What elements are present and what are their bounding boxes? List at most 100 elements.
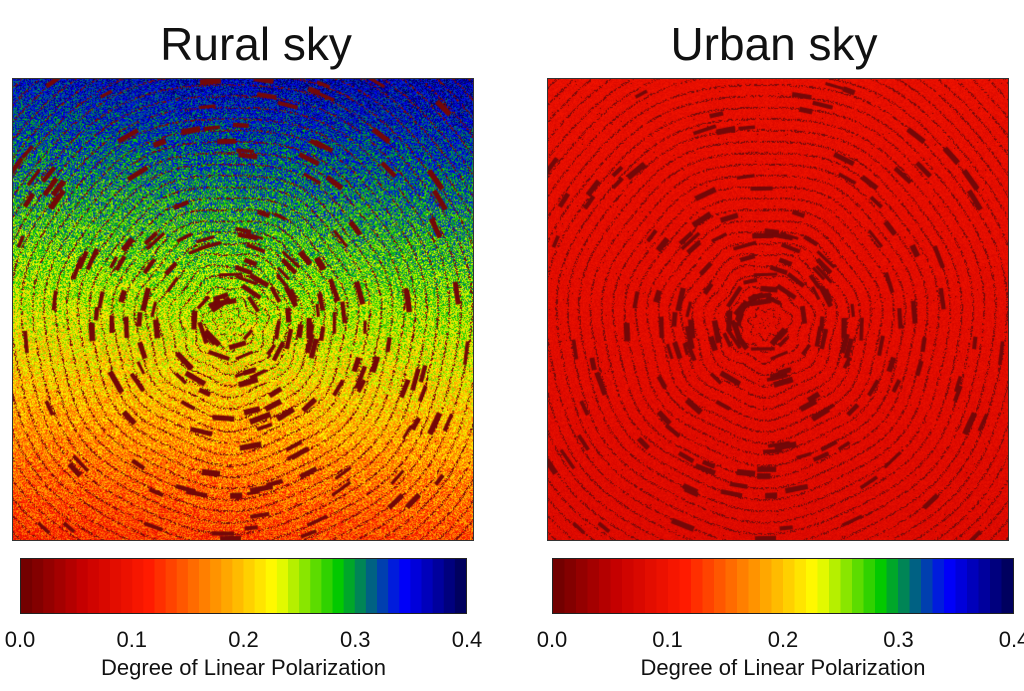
colorbar-band (553, 559, 566, 613)
colorbar-band (794, 559, 807, 613)
colorbar-band (783, 559, 796, 613)
colorbar-band (760, 559, 773, 613)
urban-sky-heatmap-canvas (548, 79, 1008, 540)
colorbar-band (829, 559, 842, 613)
urban-tick-2: 0.2 (767, 627, 799, 652)
colorbar-band (443, 559, 456, 613)
colorbar-band (343, 559, 356, 613)
colorbar-band (454, 559, 466, 613)
colorbar-band (43, 559, 55, 613)
urban-tick-0: 0.0 (536, 627, 568, 652)
rural-tick-3: 0.3 (339, 627, 371, 652)
colorbar-band (840, 559, 853, 613)
colorbar-band (852, 559, 865, 613)
colorbar-band (875, 559, 888, 613)
colorbar-band (599, 559, 612, 613)
colorbar-band (154, 559, 167, 613)
colorbar-band (691, 559, 704, 613)
colorbar-band (967, 559, 980, 613)
colorbar-band (886, 559, 899, 613)
colorbar-band (187, 559, 200, 613)
colorbar-band (321, 559, 334, 613)
urban-tick-1: 0.1 (652, 627, 683, 652)
colorbar-band (702, 559, 715, 613)
colorbar-band (714, 559, 727, 613)
colorbar-band (199, 559, 211, 613)
colorbar-band (610, 559, 623, 613)
colorbar-band (276, 559, 289, 613)
colorbar-band (121, 559, 133, 613)
colorbar-band (564, 559, 577, 613)
colorbar-band (54, 559, 67, 613)
colorbar-band (645, 559, 658, 613)
rural-sky-title: Rural sky (160, 18, 352, 70)
rural-tick-2: 0.2 (228, 627, 259, 652)
rural-colorbar-label: Degree of Linear Polarization (101, 655, 386, 680)
colorbar-band (978, 559, 991, 613)
colorbar-band (410, 559, 423, 613)
colorbar-band (679, 559, 692, 613)
colorbar-band (288, 559, 300, 613)
colorbar-band (932, 559, 945, 613)
colorbar-band (76, 559, 89, 613)
rural-colorbar-ticks: 0.0 0.1 0.2 0.3 0.4 (5, 627, 483, 652)
rural-sky-polarization-map (12, 78, 474, 541)
colorbar-band (817, 559, 830, 613)
colorbar-band (232, 559, 245, 613)
colorbar-band (656, 559, 669, 613)
colorbar-band (944, 559, 957, 613)
colorbar-band (21, 559, 33, 613)
urban-sky-panel: Urban sky 0.0 0.1 0.2 0.3 0.4 Degree of … (512, 0, 1024, 691)
colorbar-band (863, 559, 876, 613)
colorbar-band (221, 559, 233, 613)
colorbar-band (165, 559, 178, 613)
urban-colorbar-label: Degree of Linear Polarization (640, 655, 926, 680)
colorbar-band (921, 559, 934, 613)
colorbar-band (399, 559, 411, 613)
colorbar-band (990, 559, 1003, 613)
colorbar-band (243, 559, 256, 613)
colorbar-band (633, 559, 646, 613)
urban-sky-polarization-map (547, 78, 1009, 541)
colorbar-band (65, 559, 78, 613)
colorbar-band (771, 559, 784, 613)
colorbar-band (725, 559, 738, 613)
rural-sky-heatmap-canvas (13, 79, 473, 540)
colorbar-band (299, 559, 311, 613)
colorbar-band (87, 559, 100, 613)
colorbar-band (909, 559, 922, 613)
colorbar-band (132, 559, 144, 613)
colorbar-band (576, 559, 589, 613)
urban-sky-title: Urban sky (670, 18, 878, 70)
urban-tick-3: 0.3 (883, 627, 914, 652)
colorbar-band (354, 559, 367, 613)
colorbar-band (143, 559, 156, 613)
colorbar-band (421, 559, 434, 613)
colorbar-band (898, 559, 911, 613)
colorbar-band (310, 559, 322, 613)
colorbar-band (622, 559, 635, 613)
rural-tick-1: 0.1 (116, 627, 148, 652)
colorbar-band (265, 559, 278, 613)
colorbar-band (210, 559, 222, 613)
colorbar-band (110, 559, 122, 613)
colorbar-band (332, 559, 345, 613)
colorbar-band (806, 559, 819, 613)
colorbar-band (254, 559, 267, 613)
urban-colorbar-gradient (553, 559, 1013, 613)
colorbar-band (176, 559, 189, 613)
colorbar-band (388, 559, 400, 613)
colorbar-band (32, 559, 44, 613)
colorbar-band (955, 559, 968, 613)
colorbar-band (365, 559, 378, 613)
urban-tick-4: 0.4 (998, 627, 1024, 652)
colorbar-band (98, 559, 111, 613)
colorbar-band (748, 559, 761, 613)
rural-tick-0: 0.0 (4, 627, 36, 652)
rural-sky-panel: Rural sky 0.0 0.1 0.2 0.3 0.4 Degree of … (5, 18, 483, 680)
rural-colorbar (20, 558, 467, 614)
urban-colorbar-ticks: 0.0 0.1 0.2 0.3 0.4 (537, 627, 1024, 652)
colorbar-band (432, 559, 445, 613)
rural-tick-4: 0.4 (451, 627, 483, 652)
colorbar-band (1001, 559, 1013, 613)
